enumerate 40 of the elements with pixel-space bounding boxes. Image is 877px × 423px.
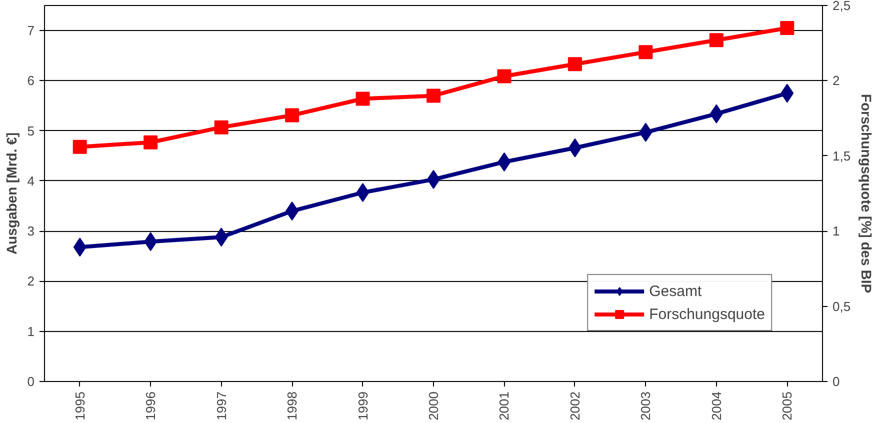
y2-tick-label: 2,5 (832, 0, 851, 13)
x-tick-label: 2002 (567, 392, 582, 420)
y-tick-label: 5 (27, 123, 35, 138)
x-tick-label: 2003 (638, 392, 654, 420)
x-tick-label: 1996 (143, 392, 158, 420)
point (426, 88, 440, 103)
x-tick-label: 1995 (72, 392, 88, 420)
legend-label: Forschungsquote (649, 306, 765, 322)
point (497, 69, 512, 84)
y-axis-title: Ausgaben [Mrd. €] (3, 132, 20, 255)
y-tick-label: 4 (27, 173, 35, 188)
y-tick-label: 7 (27, 23, 35, 38)
point (214, 120, 228, 134)
point (709, 33, 724, 48)
x-tick-label: 1997 (214, 392, 229, 420)
y2-tick-label: 1 (832, 224, 840, 239)
y-tick-label: 6 (27, 73, 35, 88)
x-tick-label: 1999 (355, 392, 370, 420)
x-tick-label: 2001 (496, 392, 512, 420)
point (356, 92, 370, 106)
point (285, 108, 300, 122)
y2-tick-label: 0 (832, 374, 840, 389)
legend-label: Gesamt (649, 282, 702, 300)
y2-tick-label: 0,5 (832, 298, 851, 314)
y2-tick-label: 2 (832, 73, 840, 88)
y-tick-label: 1 (27, 324, 35, 339)
point (780, 21, 794, 36)
point (72, 140, 87, 154)
point (144, 135, 158, 150)
y2-tick-label: 1,5 (832, 148, 851, 164)
y-tick-label: 0 (27, 374, 35, 389)
x-tick-label: 2004 (708, 392, 724, 420)
y-tick-label: 2 (27, 274, 35, 289)
y-tick-label: 3 (27, 224, 35, 239)
y2-axis-title: Forschungsquote [%] des BIP (858, 94, 875, 294)
x-tick-label: 2000 (426, 392, 441, 420)
point (638, 45, 653, 60)
point (568, 57, 582, 72)
x-tick-label: 1998 (284, 392, 300, 420)
x-tick-label: 2005 (780, 392, 795, 420)
